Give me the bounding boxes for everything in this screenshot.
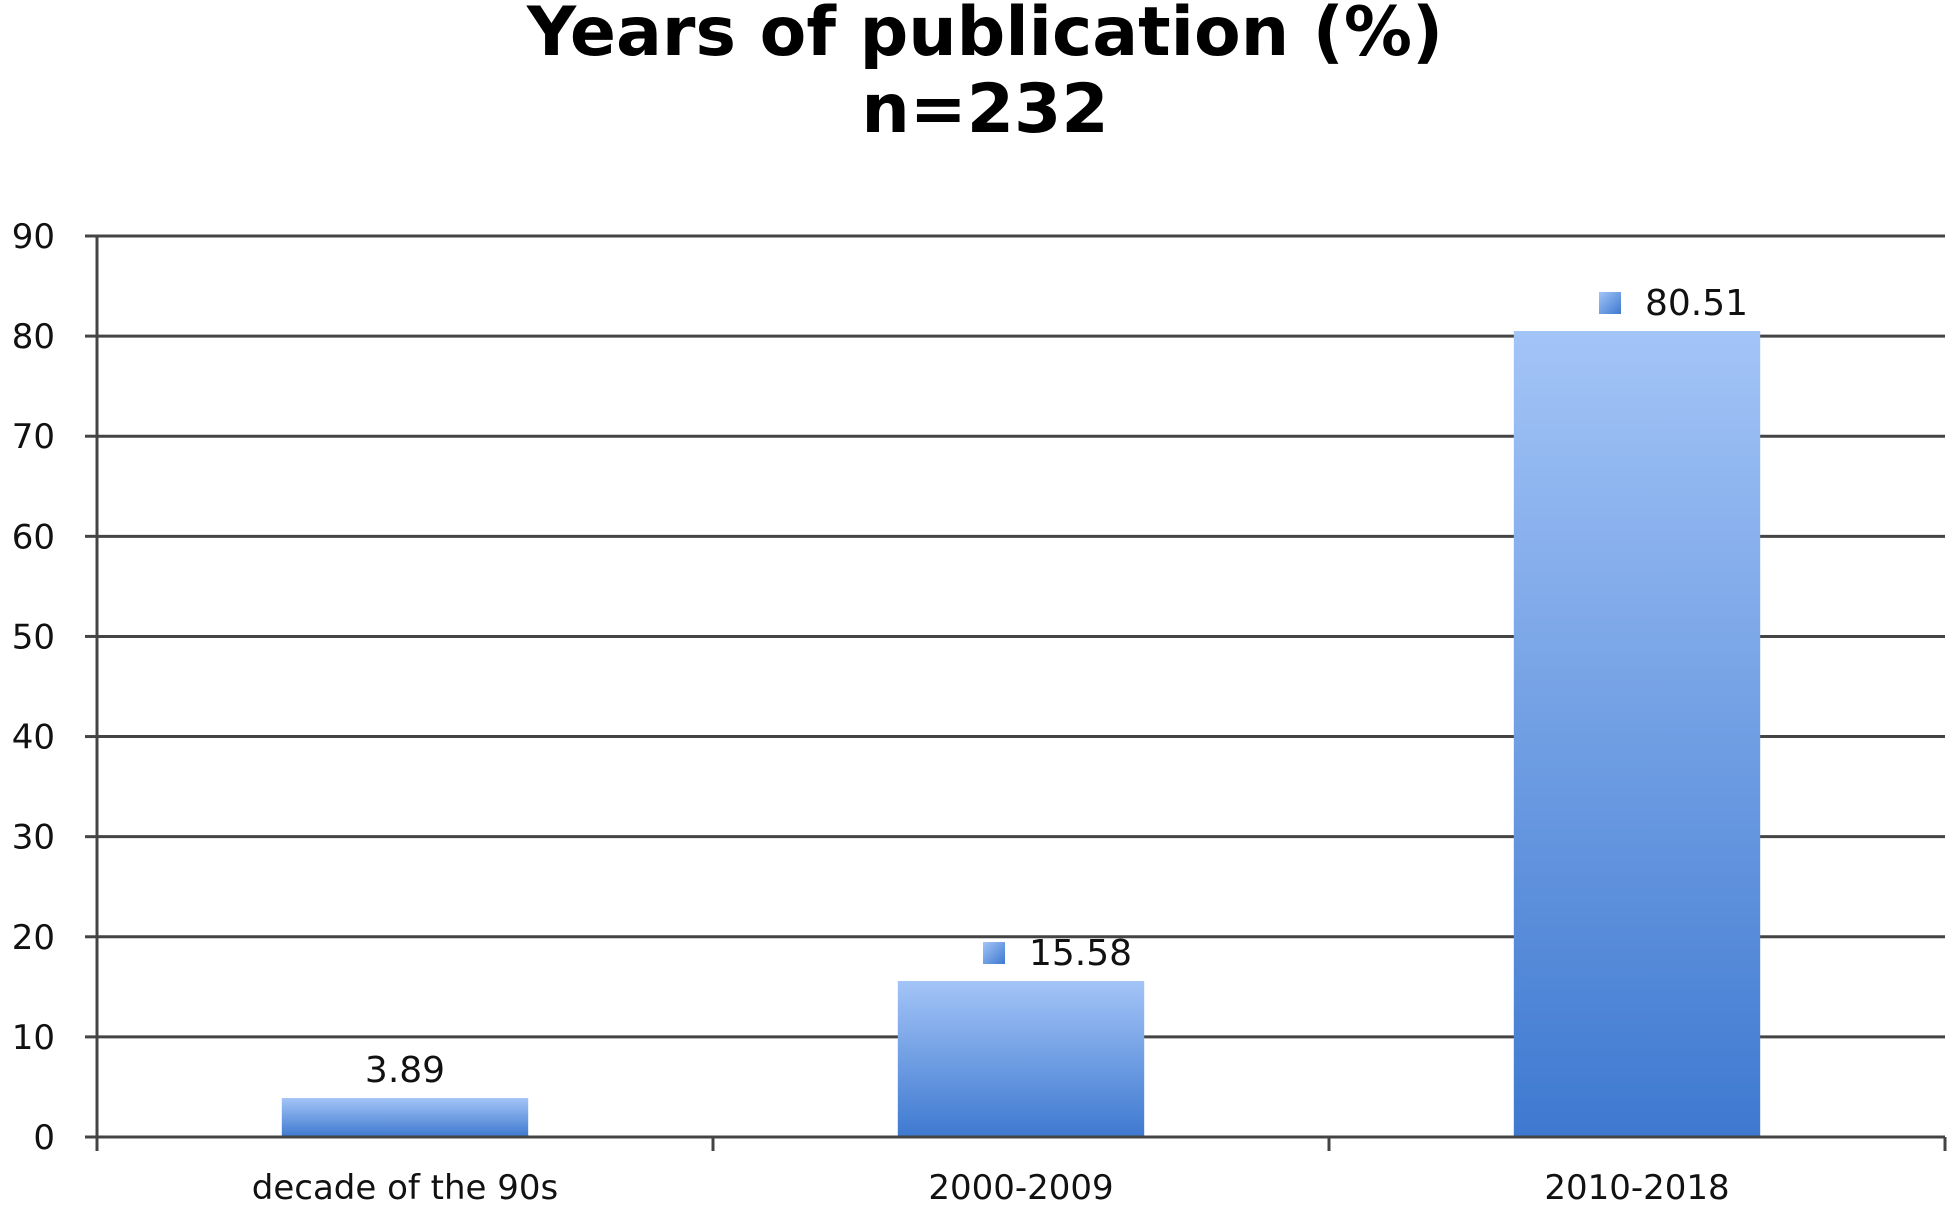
x-tick-label: 2000-2009 — [928, 1168, 1113, 1208]
y-axis-ticks: 0 10 20 30 40 50 60 70 80 90 — [12, 217, 97, 1158]
chart-title: Years of publication (%) — [526, 0, 1443, 72]
bar-0 — [281, 1098, 529, 1137]
bar-2 — [1513, 331, 1761, 1137]
y-tick-label: 60 — [12, 517, 55, 557]
bars — [281, 331, 1761, 1137]
y-tick-label: 40 — [12, 718, 55, 758]
bar-1 — [897, 981, 1145, 1137]
x-tick-label: decade of the 90s — [252, 1168, 559, 1208]
x-axis: decade of the 90s 2000-2009 2010-2018 — [95, 236, 1947, 1208]
data-label-marker-1 — [983, 942, 1005, 965]
data-label-marker-2 — [1599, 292, 1621, 315]
y-tick-label: 70 — [12, 417, 55, 457]
y-tick-label: 50 — [12, 617, 55, 657]
data-labels: 3.89 15.58 80.51 — [365, 283, 1748, 1091]
chart-subtitle: n=232 — [861, 70, 1108, 149]
gridlines — [97, 234, 1945, 1039]
data-label-2: 80.51 — [1645, 283, 1748, 324]
y-tick-label: 80 — [12, 317, 55, 357]
data-label-0: 3.89 — [365, 1050, 445, 1091]
y-tick-label: 90 — [12, 217, 55, 257]
data-label-1: 15.58 — [1029, 933, 1132, 974]
x-tick-label: 2010-2018 — [1544, 1168, 1729, 1208]
y-tick-label: 10 — [12, 1018, 55, 1058]
y-tick-label: 0 — [33, 1118, 55, 1158]
y-tick-label: 30 — [12, 818, 55, 858]
y-tick-label: 20 — [12, 918, 55, 958]
